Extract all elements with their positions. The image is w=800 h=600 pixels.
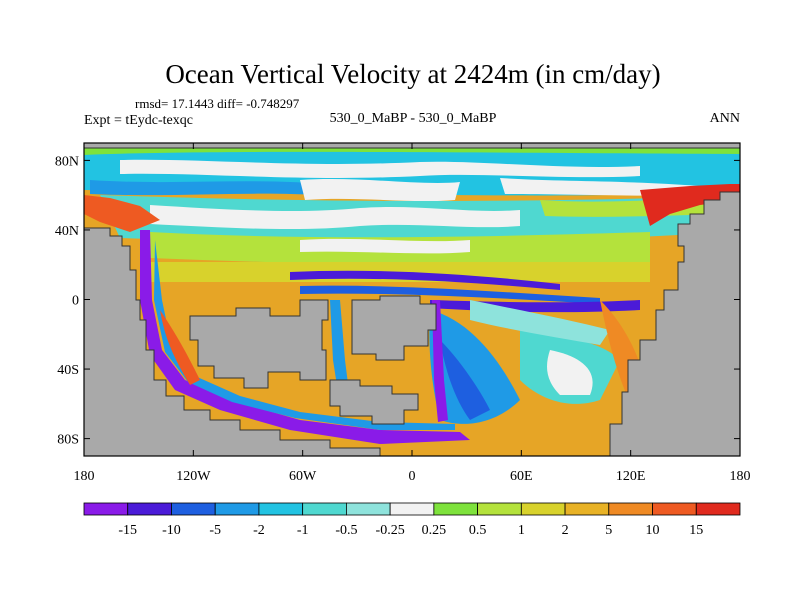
field-patch (547, 350, 593, 395)
colorbar-swatch (520, 502, 566, 516)
colorbar-label: 15 (689, 523, 703, 538)
field-patch (640, 184, 740, 226)
x-tick-label: 120E (616, 469, 646, 484)
x-tick-label: 120W (176, 469, 211, 484)
subtitle-left: Expt = tEydc-texqc (84, 113, 193, 128)
colorbar-label: 2 (562, 523, 569, 538)
colorbar-label: 0.25 (422, 523, 447, 538)
colorbar-swatch (171, 502, 216, 516)
colorbar-label: -5 (209, 523, 221, 538)
y-tick-label: 40N (55, 224, 79, 239)
colorbar-swatch (127, 502, 172, 516)
colorbar-label: -10 (162, 523, 181, 538)
continents (84, 143, 740, 456)
field-patch (84, 195, 160, 232)
field-patch (440, 340, 490, 420)
colorbar-label: -0.25 (376, 523, 405, 538)
colorbar-label: -15 (118, 523, 137, 538)
colorbar: -15 -10 -5 -2 -1 -0.5 -0.25 0.25 0.5 1 2 5 10 15 (83, 502, 741, 538)
plot-area (84, 143, 740, 456)
colorbar-swatch (389, 502, 435, 516)
colorbar-label: -2 (253, 523, 265, 538)
x-tick-label: 0 (409, 469, 416, 484)
colorbar-swatch (564, 502, 610, 516)
colorbar-swatch (214, 502, 260, 516)
stats-text: rmsd= 17.1443 diff= -0.748297 (135, 96, 300, 111)
field-patch (300, 238, 470, 254)
colorbar-swatch (302, 502, 347, 516)
y-tick-label: 40S (57, 363, 79, 378)
colorbar-swatch (695, 502, 741, 516)
field-patch (90, 180, 340, 196)
field-patch (120, 159, 640, 178)
field-patch (300, 285, 600, 304)
colorbar-swatch (258, 502, 304, 516)
field-patch (470, 300, 610, 345)
subtitle-center: 530_0_MaBP - 530_0_MaBP (330, 111, 497, 126)
chart-title: Ocean Vertical Velocity at 2424m (in cm/… (165, 59, 660, 89)
colorbar-label: 5 (605, 523, 612, 538)
x-tick-label: 180 (74, 469, 95, 484)
field-patch (290, 270, 560, 290)
colorbar-swatch (652, 502, 697, 516)
land-south-mid (351, 295, 437, 361)
colorbar-label: 0.5 (469, 523, 487, 538)
field-patch (330, 300, 350, 405)
colorbar-swatch (83, 502, 129, 516)
colorbar-label: -0.5 (335, 523, 357, 538)
colorbar-label: -1 (297, 523, 309, 538)
field-patch (150, 205, 520, 230)
y-tick-label: 80S (57, 433, 79, 448)
field-patch (429, 310, 520, 424)
subtitle-right: ANN (710, 111, 740, 126)
colorbar-swatch (477, 502, 522, 516)
colorbar-swatch (433, 502, 479, 516)
field-patch (300, 179, 460, 202)
field-patch (160, 310, 200, 385)
x-tick-label: 60E (510, 469, 533, 484)
colorbar-label: 1 (518, 523, 525, 538)
land-east (609, 191, 740, 456)
land-south-center (189, 299, 329, 389)
x-tick-label: 60W (289, 469, 317, 484)
x-axis: 180 120W 60W 0 60E 120E 180 (74, 143, 751, 484)
y-axis: 80N 40N 0 40S 80S (55, 154, 740, 448)
y-tick-label: 80N (55, 154, 79, 169)
land-south-lower (329, 379, 419, 425)
x-tick-label: 180 (730, 469, 751, 484)
colorbar-label: 10 (646, 523, 660, 538)
colorbar-swatch (345, 502, 391, 516)
land-west (84, 227, 381, 456)
colorbar-swatch (608, 502, 653, 516)
y-tick-label: 0 (72, 294, 79, 309)
